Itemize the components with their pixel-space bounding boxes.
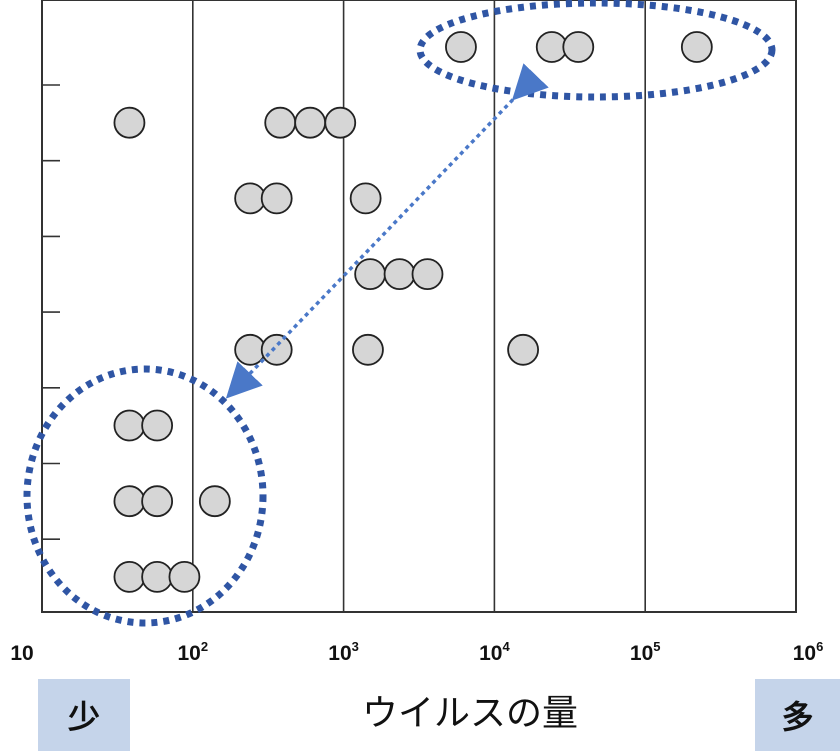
data-point <box>383 258 416 291</box>
data-point <box>113 409 146 442</box>
data-point <box>113 561 146 593</box>
x-tick-label: 103 <box>328 639 359 665</box>
data-point <box>354 258 387 291</box>
x-tick-label: 105 <box>630 639 661 665</box>
x-tick-label: 106 <box>793 639 824 665</box>
data-point <box>141 409 174 442</box>
data-point <box>141 485 174 518</box>
data-point <box>113 485 146 518</box>
data-point <box>260 333 293 366</box>
x-axis-tick-labels: 10 102 103 104 105 106 <box>10 639 823 665</box>
scatter-chart: 10 102 103 104 105 106 <box>10 0 823 665</box>
high-cluster-highlight <box>416 0 776 101</box>
data-point <box>113 106 146 139</box>
data-point <box>411 258 444 291</box>
x-tick-label: 104 <box>479 639 510 665</box>
x-tick-label: 10 <box>10 642 33 665</box>
data-point <box>535 31 568 63</box>
data-point <box>680 31 713 63</box>
data-point <box>507 333 540 366</box>
y-axis-ticks <box>42 84 60 541</box>
plot-area-frame <box>41 0 797 613</box>
cluster-arrow <box>225 63 549 399</box>
data-points <box>113 31 713 593</box>
data-point <box>260 182 293 215</box>
x-axis-title: ウイルスの量 <box>361 693 578 734</box>
data-point <box>234 182 267 215</box>
x-tick-label: 102 <box>178 639 209 665</box>
data-point <box>349 182 382 215</box>
high-amount-label: 多 <box>755 679 840 751</box>
data-point <box>324 106 357 139</box>
data-point <box>141 561 174 593</box>
low-cluster-highlight <box>23 365 267 627</box>
data-point <box>198 485 231 518</box>
low-amount-label: 少 <box>38 679 130 751</box>
data-point <box>264 106 297 139</box>
data-point <box>445 31 477 63</box>
data-point <box>294 106 327 139</box>
data-point <box>352 333 384 366</box>
data-point <box>562 31 595 63</box>
data-point <box>168 561 201 593</box>
